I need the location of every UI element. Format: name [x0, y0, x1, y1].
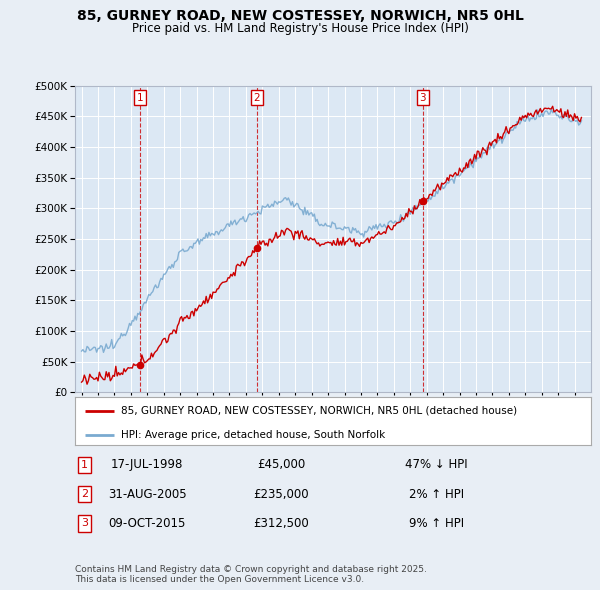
Text: 2% ↑ HPI: 2% ↑ HPI	[409, 487, 464, 501]
Text: 47% ↓ HPI: 47% ↓ HPI	[405, 458, 467, 471]
Text: 85, GURNEY ROAD, NEW COSTESSEY, NORWICH, NR5 0HL: 85, GURNEY ROAD, NEW COSTESSEY, NORWICH,…	[77, 9, 523, 23]
Text: 3: 3	[419, 93, 426, 103]
Text: 17-JUL-1998: 17-JUL-1998	[111, 458, 184, 471]
Text: 1: 1	[136, 93, 143, 103]
Text: £312,500: £312,500	[254, 517, 309, 530]
Text: 09-OCT-2015: 09-OCT-2015	[109, 517, 186, 530]
Text: £235,000: £235,000	[254, 487, 309, 501]
Text: HPI: Average price, detached house, South Norfolk: HPI: Average price, detached house, Sout…	[121, 430, 386, 440]
Text: 1: 1	[81, 460, 88, 470]
Text: 9% ↑ HPI: 9% ↑ HPI	[409, 517, 464, 530]
Text: 2: 2	[254, 93, 260, 103]
Text: Contains HM Land Registry data © Crown copyright and database right 2025.
This d: Contains HM Land Registry data © Crown c…	[75, 565, 427, 584]
Text: 2: 2	[81, 489, 88, 499]
Text: 31-AUG-2005: 31-AUG-2005	[108, 487, 187, 501]
Text: £45,000: £45,000	[257, 458, 305, 471]
Text: Price paid vs. HM Land Registry's House Price Index (HPI): Price paid vs. HM Land Registry's House …	[131, 22, 469, 35]
Text: 85, GURNEY ROAD, NEW COSTESSEY, NORWICH, NR5 0HL (detached house): 85, GURNEY ROAD, NEW COSTESSEY, NORWICH,…	[121, 405, 518, 415]
Text: 3: 3	[81, 519, 88, 529]
